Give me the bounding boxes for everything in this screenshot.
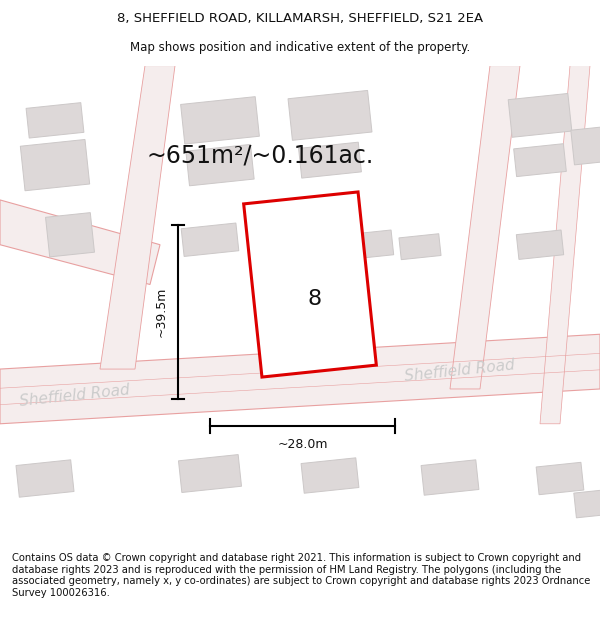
Polygon shape [288,91,372,140]
Polygon shape [514,144,566,177]
Polygon shape [299,142,361,178]
Text: Sheffield Road: Sheffield Road [404,357,516,384]
Polygon shape [16,460,74,498]
Polygon shape [46,213,94,257]
Polygon shape [0,334,600,424]
Text: ~28.0m: ~28.0m [277,438,328,451]
Polygon shape [508,94,572,138]
Polygon shape [574,489,600,518]
Polygon shape [421,460,479,495]
Polygon shape [26,102,84,138]
Polygon shape [20,139,89,191]
Polygon shape [100,66,175,369]
Text: ~651m²/~0.161ac.: ~651m²/~0.161ac. [146,143,374,167]
Polygon shape [571,126,600,165]
Text: Map shows position and indicative extent of the property.: Map shows position and indicative extent… [130,41,470,54]
Polygon shape [301,458,359,493]
Text: Contains OS data © Crown copyright and database right 2021. This information is : Contains OS data © Crown copyright and d… [12,553,590,598]
Text: 8: 8 [308,289,322,309]
Text: 8, SHEFFIELD ROAD, KILLAMARSH, SHEFFIELD, S21 2EA: 8, SHEFFIELD ROAD, KILLAMARSH, SHEFFIELD… [117,12,483,25]
Polygon shape [450,66,520,389]
Polygon shape [517,230,563,259]
Polygon shape [540,66,590,424]
Polygon shape [186,144,254,186]
Text: Sheffield Road: Sheffield Road [19,382,131,409]
Text: ~39.5m: ~39.5m [155,287,168,337]
Polygon shape [181,223,239,256]
Polygon shape [0,200,160,284]
Polygon shape [536,462,584,495]
Polygon shape [181,97,259,144]
Polygon shape [178,454,242,493]
Polygon shape [346,230,394,259]
Polygon shape [399,234,441,259]
Polygon shape [244,192,376,377]
